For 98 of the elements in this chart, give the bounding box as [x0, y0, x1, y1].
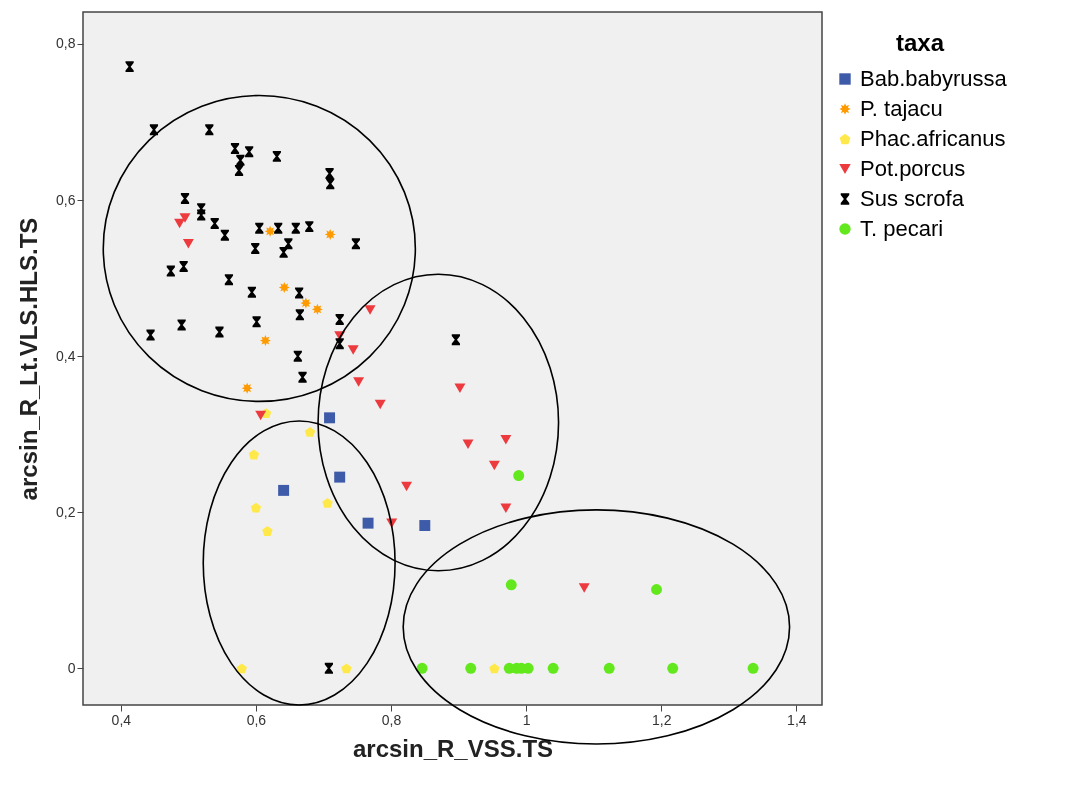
point	[351, 238, 361, 250]
point	[278, 484, 290, 496]
point	[324, 228, 336, 240]
point	[224, 274, 234, 286]
point	[547, 662, 559, 674]
legend-label: P. tajacu	[860, 96, 943, 121]
x-tick-label: 1,4	[787, 711, 807, 728]
point	[251, 242, 260, 254]
point	[291, 222, 300, 234]
y-tick-label: 0,4	[56, 347, 76, 364]
point	[341, 663, 352, 674]
point	[324, 412, 336, 424]
point	[182, 239, 194, 249]
x-tick-label: 1	[522, 711, 531, 728]
point	[451, 334, 460, 346]
point	[500, 434, 512, 445]
y-axis-title: arcsin_R_Lt.VLS.HLS.TS	[15, 217, 43, 501]
point	[335, 314, 344, 325]
x-axis-title: arcsin_R_VSS.TS	[352, 734, 554, 762]
point	[488, 460, 500, 471]
point	[489, 663, 500, 674]
point	[603, 662, 615, 674]
point	[401, 481, 413, 492]
point	[245, 146, 254, 158]
point	[651, 584, 662, 595]
point	[272, 150, 281, 162]
legend-label: T. pecari	[860, 216, 944, 241]
point	[247, 286, 256, 298]
point	[215, 326, 224, 338]
point	[210, 218, 219, 229]
x-tick-label: 0,8	[381, 711, 402, 728]
point	[279, 246, 288, 258]
point	[220, 229, 229, 241]
point	[248, 449, 260, 460]
legend-label: Pot.porcus	[860, 156, 966, 181]
point	[205, 124, 214, 136]
x-tick-label: 0,6	[246, 711, 267, 728]
point	[125, 61, 134, 73]
point	[295, 309, 304, 321]
point	[500, 503, 512, 514]
point	[364, 305, 376, 315]
y-tick-label: 0,6	[56, 191, 76, 208]
point	[578, 583, 590, 593]
legend-label: Sus scrofa	[860, 186, 965, 211]
point	[278, 282, 290, 293]
point	[264, 225, 276, 237]
point	[311, 303, 323, 315]
point	[252, 316, 261, 328]
point	[241, 382, 253, 394]
point	[353, 377, 365, 387]
point	[250, 502, 262, 513]
point	[747, 662, 759, 674]
point	[298, 371, 307, 383]
point	[295, 287, 304, 299]
point	[667, 662, 679, 674]
legend-label: Bab.babyrussa	[860, 66, 1008, 91]
point	[326, 178, 335, 190]
point	[255, 222, 264, 234]
point	[274, 222, 283, 234]
x-tick-label: 1,2	[652, 711, 672, 728]
point	[305, 221, 314, 233]
point	[465, 662, 477, 674]
y-tick-label: 0,8	[56, 35, 76, 52]
point	[293, 350, 302, 362]
point	[146, 329, 155, 341]
point	[300, 297, 312, 309]
point	[259, 335, 271, 347]
point	[419, 520, 431, 531]
y-tick-label: 0	[67, 659, 76, 676]
point	[374, 399, 386, 410]
point	[177, 319, 186, 331]
point	[304, 426, 316, 437]
point	[322, 497, 333, 508]
point	[454, 383, 466, 393]
point	[180, 193, 190, 204]
point	[255, 410, 267, 421]
point	[197, 209, 206, 221]
point	[324, 662, 333, 674]
point	[334, 471, 346, 483]
point	[505, 579, 517, 591]
x-tick-label: 0,4	[111, 711, 132, 728]
point	[236, 663, 247, 674]
point	[234, 164, 244, 176]
point	[149, 124, 159, 136]
point	[262, 526, 273, 536]
point	[416, 662, 428, 674]
y-tick-label: 0,2	[56, 503, 76, 520]
point	[462, 439, 474, 450]
point	[513, 470, 525, 482]
legend-label: Phac.africanus	[860, 126, 1006, 151]
point	[362, 517, 374, 529]
point	[230, 143, 240, 155]
point	[179, 213, 191, 223]
legend-title: taxa	[895, 29, 945, 56]
point	[179, 260, 188, 272]
point	[166, 265, 175, 277]
point	[347, 345, 359, 355]
point	[236, 154, 245, 166]
